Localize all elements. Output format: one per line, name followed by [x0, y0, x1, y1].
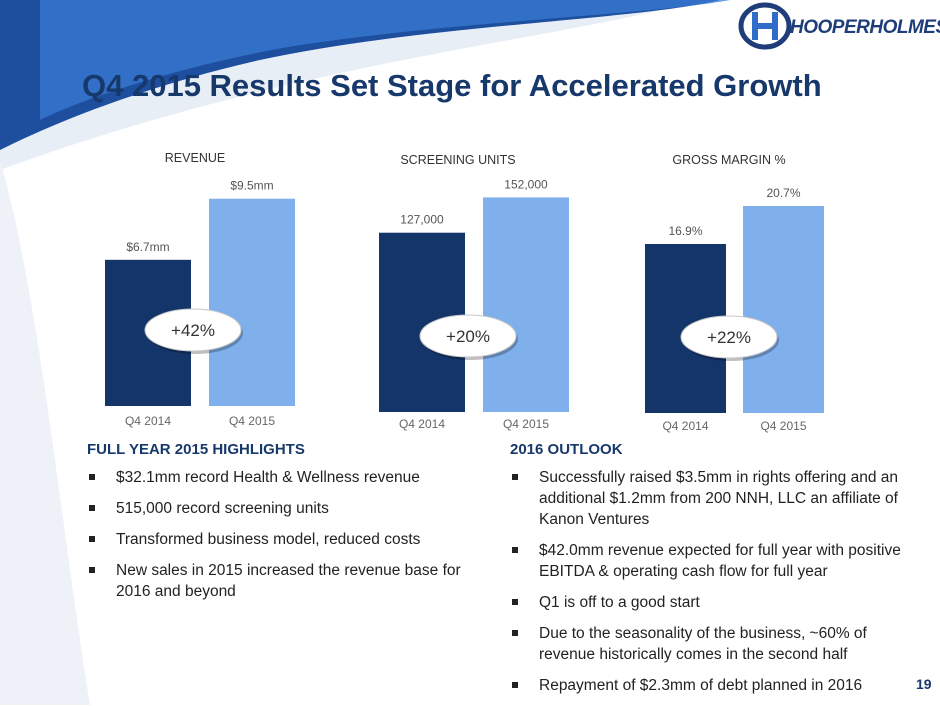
outlook-text: Due to the seasonality of the business, … [539, 625, 867, 663]
category-label: Q4 2015 [503, 417, 549, 431]
bullet-square-icon [89, 474, 95, 480]
bullet-square-icon [512, 682, 518, 688]
hooper-holmes-logo [738, 2, 792, 50]
change-label: +20% [446, 327, 490, 346]
highlight-text: 515,000 record screening units [116, 500, 329, 517]
change-label: +22% [707, 328, 751, 347]
category-label: Q4 2015 [229, 414, 275, 428]
bullet-square-icon [89, 567, 95, 573]
list-item: Due to the seasonality of the business, … [510, 623, 910, 665]
highlight-text: $32.1mm record Health & Wellness revenue [116, 469, 420, 486]
bullet-square-icon [512, 547, 518, 553]
data-label: 20.7% [766, 186, 800, 200]
list-item: New sales in 2015 increased the revenue … [87, 560, 472, 602]
bullet-square-icon [512, 599, 518, 605]
chart-title: SCREENING UNITS [400, 153, 515, 167]
gross-margin-chart: GROSS MARGIN % 16.9% Q4 2014 20.7% Q4 2015 +2… [640, 140, 840, 435]
change-pill [680, 315, 778, 359]
list-item: 515,000 record screening units [87, 498, 472, 519]
change-pill [419, 314, 517, 358]
list-item: $42.0mm revenue expected for full year w… [510, 540, 910, 582]
outlook-heading: 2016 OUTLOOK [510, 441, 623, 458]
outlook-text: Q1 is off to a good start [539, 594, 700, 611]
change-label: +42% [171, 321, 215, 340]
revenue-chart: REVENUE $6.7mm Q4 2014 $9.5mm Q4 2015 +42% [100, 140, 295, 435]
category-label: Q4 2014 [662, 419, 708, 433]
logo-wordmark: HOOPERHOLMES [790, 17, 940, 38]
bullet-square-icon [89, 505, 95, 511]
list-item: Transformed business model, reduced cost… [87, 529, 472, 550]
bullet-square-icon [512, 630, 518, 636]
list-item: Successfully raised $3.5mm in rights off… [510, 467, 910, 530]
category-label: Q4 2015 [760, 419, 806, 433]
outlook-list: Successfully raised $3.5mm in rights off… [510, 467, 910, 706]
change-pill [144, 308, 242, 352]
highlight-text: New sales in 2015 increased the revenue … [116, 562, 461, 600]
category-label: Q4 2014 [399, 417, 445, 431]
chart-title: GROSS MARGIN % [672, 153, 785, 167]
data-label: $6.7mm [126, 240, 169, 254]
list-item: Repayment of $2.3mm of debt planned in 2… [510, 675, 910, 696]
list-item: $32.1mm record Health & Wellness revenue [87, 467, 472, 488]
category-label: Q4 2014 [125, 414, 171, 428]
data-label: 127,000 [400, 213, 444, 227]
revenue-chart-svg: REVENUE $6.7mm Q4 2014 $9.5mm Q4 2015 +42% [105, 151, 295, 428]
page-number: 19 [916, 676, 932, 692]
screening-units-chart: SCREENING UNITS 127,000 Q4 2014 152,000 Q4 2… [372, 140, 572, 435]
outlook-text: $42.0mm revenue expected for full year w… [539, 542, 901, 580]
highlights-list: $32.1mm record Health & Wellness revenue… [87, 467, 472, 612]
outlook-text: Repayment of $2.3mm of debt planned in 2… [539, 677, 863, 694]
data-label: 152,000 [504, 177, 548, 191]
gross-margin-chart-svg: GROSS MARGIN % 16.9% Q4 2014 20.7% Q4 2015 +2… [645, 153, 824, 433]
highlight-text: Transformed business model, reduced cost… [116, 531, 421, 548]
data-label: 16.9% [668, 224, 702, 238]
chart-title: REVENUE [165, 151, 225, 165]
bar-q4-2015 [483, 197, 569, 412]
bar-q4-2015 [209, 198, 295, 406]
highlights-heading: FULL YEAR 2015 HIGHLIGHTS [87, 441, 305, 458]
screening-units-chart-svg: SCREENING UNITS 127,000 Q4 2014 152,000 Q4 2… [379, 153, 569, 431]
bullet-square-icon [89, 536, 95, 542]
bullet-square-icon [512, 474, 518, 480]
outlook-text: Successfully raised $3.5mm in rights off… [539, 469, 898, 528]
data-label: $9.5mm [230, 179, 273, 193]
page-title: Q4 2015 Results Set Stage for Accelerate… [82, 68, 822, 103]
bar-q4-2015 [743, 206, 824, 413]
list-item: Q1 is off to a good start [510, 592, 910, 613]
